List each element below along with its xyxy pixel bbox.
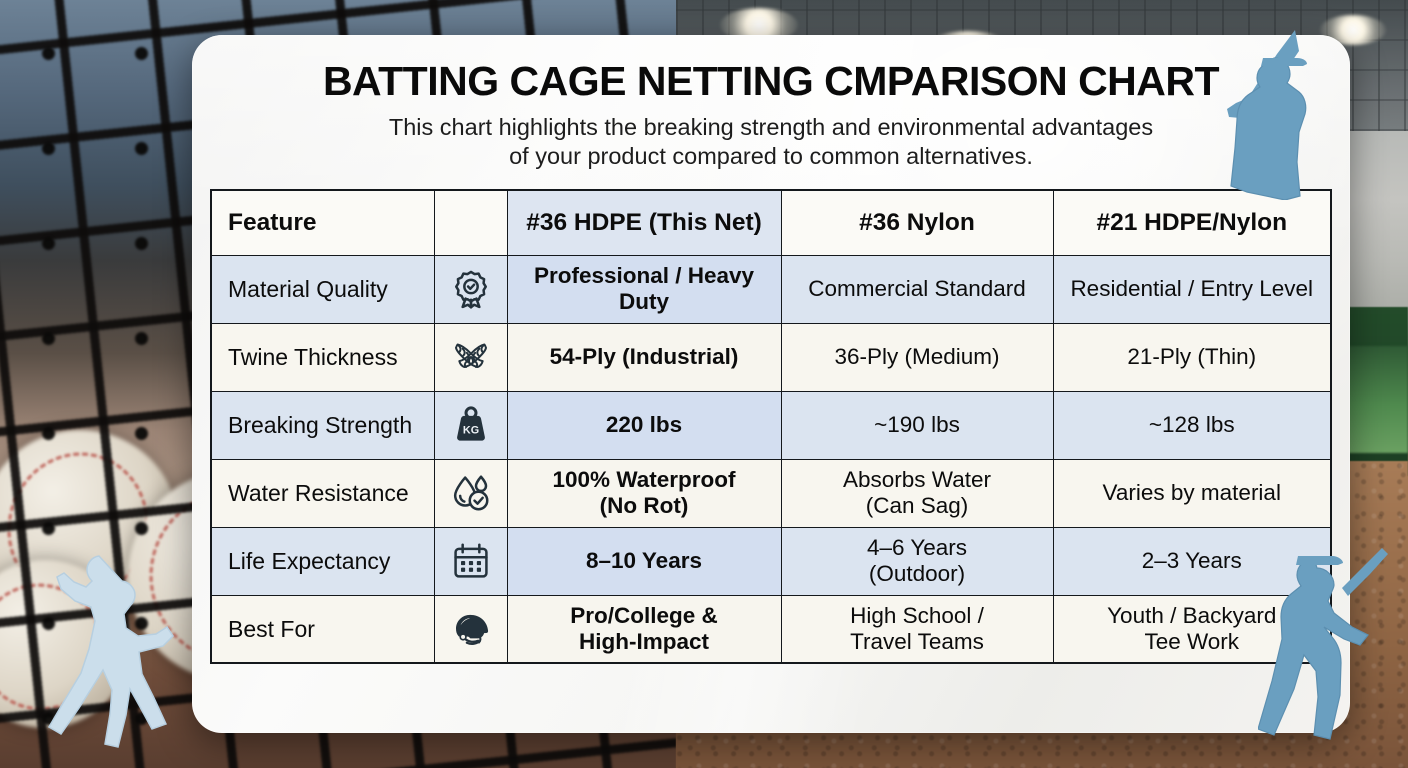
comparison-chart-card: BATTING CAGE NETTING CMPARISON CHART Thi…: [192, 35, 1350, 733]
row-feature-label: Best For: [210, 594, 435, 664]
row-value-hdpe36: 100% Waterproof (No Rot): [506, 458, 782, 528]
award-ribbon-icon: [433, 254, 508, 324]
subtitle-line-2: of your product compared to common alter…: [509, 143, 1033, 170]
comparison-table-container: Feature #36 HDPE (This Net) #36 Nylon #2…: [192, 171, 1350, 665]
row-value-hdpenylon21: Varies by material: [1052, 458, 1332, 528]
table-body: Material Quality Professional / Heavy Du…: [210, 254, 1332, 664]
table-row: Best For Pro/College & High-Impact High Sc…: [210, 594, 1332, 664]
water-drop-check-icon: [433, 458, 508, 528]
batting-helmet-icon: [433, 594, 508, 664]
calendar-icon: [451, 541, 491, 581]
water-drop-check-icon: [451, 473, 491, 513]
table-row: Material Quality Professional / Heavy Du…: [210, 254, 1332, 324]
row-value-hdpe36: 8–10 Years: [506, 526, 782, 596]
column-header-icon: [433, 189, 508, 256]
row-feature-label: Breaking Strength: [210, 390, 435, 460]
table-row: Life Expectancy 8–10 Years 4–6 Years (Outd…: [210, 526, 1332, 596]
page-title: BATTING CAGE NETTING CMPARISON CHART: [322, 58, 1220, 104]
pitcher-silhouette-bottom-left: [25, 547, 207, 768]
svg-text:KG: KG: [462, 425, 478, 437]
column-header-hdpenylon21: #21 HDPE/Nylon: [1052, 189, 1332, 256]
award-ribbon-icon: [451, 269, 491, 309]
table-header-row: Feature #36 HDPE (This Net) #36 Nylon #2…: [210, 189, 1332, 256]
row-value-hdpenylon21: ~128 lbs: [1052, 390, 1332, 460]
row-feature-label: Life Expectancy: [210, 526, 435, 596]
table-row: Twine Thickness 54-Ply (Industrial) 36-Pl…: [210, 322, 1332, 392]
row-value-hdpe36: 54-Ply (Industrial): [506, 322, 782, 392]
row-value-hdpenylon21: 2–3 Years: [1052, 526, 1332, 596]
row-value-nylon36: ~190 lbs: [780, 390, 1054, 460]
column-header-nylon36: #36 Nylon: [780, 189, 1054, 256]
row-value-hdpe36: Professional / Heavy Duty: [506, 254, 782, 324]
batter-silhouette-top-right: [1203, 28, 1325, 200]
row-value-nylon36: 4–6 Years (Outdoor): [780, 526, 1054, 596]
row-value-hdpenylon21: Residential / Entry Level: [1052, 254, 1332, 324]
subtitle-line-1: This chart highlights the breaking stren…: [388, 114, 1154, 140]
table-row: Breaking Strength KG 220 lbs ~190 lbs ~128…: [210, 390, 1332, 460]
row-feature-label: Twine Thickness: [210, 322, 435, 392]
netting-comparison-table: Feature #36 HDPE (This Net) #36 Nylon #2…: [210, 189, 1332, 665]
row-value-hdpenylon21: 21-Ply (Thin): [1052, 322, 1332, 392]
batting-helmet-icon: [451, 609, 491, 649]
row-value-nylon36: 36-Ply (Medium): [780, 322, 1054, 392]
column-header-hdpe36: #36 HDPE (This Net): [506, 189, 782, 256]
batter-silhouette-bottom-right: [1258, 548, 1406, 768]
table-row: Water Resistance 100% Waterproof (No Rot)…: [210, 458, 1332, 528]
table-header: Feature #36 HDPE (This Net) #36 Nylon #2…: [210, 189, 1332, 256]
kg-weight-icon: KG: [433, 390, 508, 460]
row-value-nylon36: Commercial Standard: [780, 254, 1054, 324]
twisted-rope-icon: [433, 322, 508, 392]
kg-weight-icon: KG: [451, 405, 491, 445]
row-value-hdpe36: 220 lbs: [506, 390, 782, 460]
row-feature-label: Material Quality: [210, 254, 435, 324]
calendar-icon: [433, 526, 508, 596]
twisted-rope-icon: [451, 337, 491, 377]
row-value-nylon36: High School / Travel Teams: [780, 594, 1054, 664]
column-header-feature: Feature: [210, 189, 435, 256]
page-subtitle: This chart highlights the breaking stren…: [192, 105, 1350, 171]
row-feature-label: Water Resistance: [210, 458, 435, 528]
row-value-nylon36: Absorbs Water (Can Sag): [780, 458, 1054, 528]
row-value-hdpe36: Pro/College & High-Impact: [506, 594, 782, 664]
